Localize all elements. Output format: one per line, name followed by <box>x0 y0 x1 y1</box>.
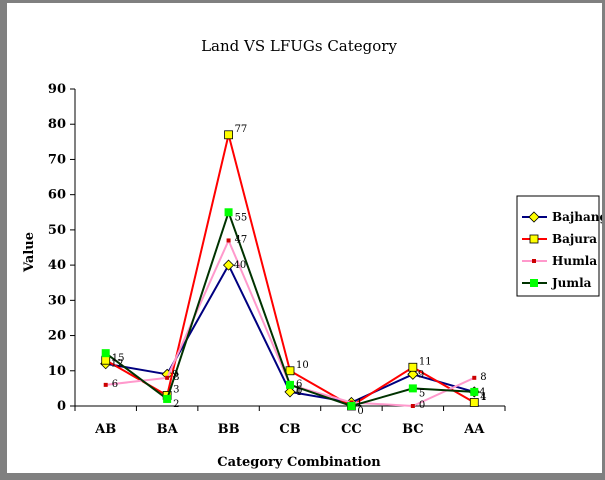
legend-label: Humla <box>552 254 597 268</box>
x-tick-label: BB <box>218 422 240 437</box>
data-point <box>284 386 296 398</box>
legend-item-bajhang: Bajhang <box>522 210 605 224</box>
data-label: 3 <box>173 384 179 395</box>
data-label: 6 <box>296 379 302 390</box>
data-point <box>223 259 235 271</box>
y-tick-label: 90 <box>48 82 66 97</box>
data-point <box>224 130 233 140</box>
data-point <box>347 402 356 410</box>
data-point <box>224 208 233 217</box>
series-jumla <box>101 208 479 410</box>
series-bajura <box>101 130 479 411</box>
data-point <box>165 375 170 380</box>
y-tick-label: 10 <box>48 364 66 379</box>
x-axis-title: Category Combination <box>217 455 381 470</box>
chart-title: Land VS LFUGs Category <box>201 37 397 55</box>
data-label: 0 <box>419 400 425 411</box>
data-point <box>408 384 417 393</box>
data-point <box>410 404 415 408</box>
data-label: 4 <box>479 387 485 398</box>
legend-item-humla: Humla <box>522 254 597 268</box>
y-tick-label: 30 <box>48 293 66 308</box>
data-label: 2 <box>173 399 179 410</box>
legend-label: Bajhang <box>552 210 602 224</box>
legend-label: Jumla <box>551 276 592 290</box>
data-point <box>163 394 172 403</box>
y-tick-label: 70 <box>48 152 66 167</box>
x-tick-label: AA <box>463 422 485 437</box>
legend-marker <box>529 234 539 244</box>
data-label: 55 <box>235 212 248 223</box>
data-label: 5 <box>419 388 425 399</box>
data-point <box>407 368 419 380</box>
data-point <box>472 375 477 380</box>
legend-marker <box>530 279 538 287</box>
y-tick-label: 60 <box>48 188 66 203</box>
data-label: 12 <box>111 359 124 370</box>
y-axis-title: Value <box>22 232 37 273</box>
legend-item-jumla: Jumla <box>522 276 592 290</box>
data-label: 9 <box>172 369 178 380</box>
data-point <box>286 380 294 389</box>
data-point <box>285 366 295 376</box>
data-point <box>226 238 231 243</box>
legend-marker <box>532 259 536 263</box>
legend: Bajhang Bajura Humla Jumla <box>516 195 605 297</box>
data-label: 40 <box>234 260 247 271</box>
data-label: 77 <box>235 124 248 135</box>
x-tick-label: CC <box>341 422 362 437</box>
chart: Land VS LFUGs Category Category Combinat… <box>22 37 605 470</box>
y-tick-label: 80 <box>48 117 66 132</box>
x-tick-label: CB <box>279 422 300 437</box>
data-point <box>101 355 111 365</box>
legend-marker <box>528 211 540 223</box>
data-label: 8 <box>480 372 486 383</box>
x-tick-label: AB <box>94 422 116 437</box>
data-label: 11 <box>419 356 432 367</box>
data-label: 0 <box>357 406 363 417</box>
data-label: 1 <box>356 397 362 408</box>
data-point <box>101 349 110 358</box>
data-label: 8 <box>173 372 179 383</box>
y-tick-label: 50 <box>48 223 66 238</box>
data-point <box>470 387 479 396</box>
data-label: 4 <box>295 387 301 398</box>
data-label: 1 <box>480 391 486 402</box>
data-label: 15 <box>112 353 125 364</box>
x-tick-label: BC <box>402 422 424 437</box>
data-labels-humla: 6 8 47 6 0 8 <box>112 234 487 411</box>
data-label: 4 <box>480 392 486 403</box>
data-label: 6 <box>112 379 118 390</box>
data-point <box>408 362 418 372</box>
data-label: 10 <box>296 360 309 371</box>
x-tick-label: BA <box>157 422 179 437</box>
data-label: 47 <box>235 234 248 245</box>
y-tick-label: 20 <box>48 329 66 344</box>
data-point <box>103 382 108 387</box>
y-tick-label: 40 <box>48 258 66 273</box>
data-point <box>469 398 479 407</box>
data-label: 6 <box>296 385 302 396</box>
data-label: 9 <box>418 369 424 380</box>
legend-label: Bajura <box>552 232 597 246</box>
y-tick-label: 0 <box>57 399 66 414</box>
legend-item-bajura: Bajura <box>522 232 597 246</box>
